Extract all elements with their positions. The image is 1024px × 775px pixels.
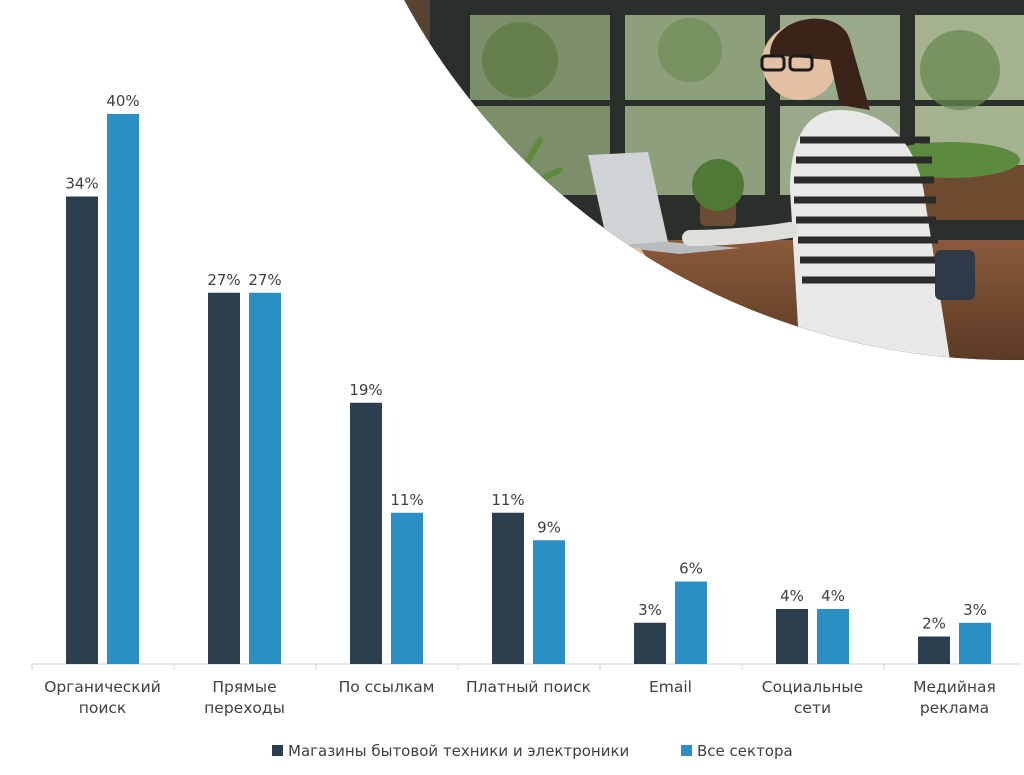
data-label: 19%	[349, 381, 382, 399]
data-label: 9%	[537, 518, 561, 536]
category-labels: Органический поиск Прямые переходы По ссылка…	[44, 678, 996, 717]
bar	[918, 636, 950, 664]
legend-swatch-series-2	[681, 745, 692, 756]
category-label: Прямые переходы	[204, 678, 285, 717]
bar	[391, 512, 423, 664]
data-label: 27%	[248, 271, 281, 289]
category-label: Социальные сети	[762, 678, 863, 717]
bar	[817, 609, 849, 664]
value-labels: 34% 40% 27% 27% 19% 11% 11% 9% 3% 6% 4% 4% 2% 3%	[65, 92, 987, 633]
data-label: 27%	[207, 271, 240, 289]
category-label: Медийная реклама	[913, 678, 996, 717]
data-label: 4%	[780, 587, 804, 605]
data-label: 2%	[922, 615, 946, 633]
legend: Магазины бытовой техники и электроники В…	[272, 742, 793, 760]
bar	[959, 622, 991, 664]
bar	[634, 622, 666, 664]
bar	[492, 512, 524, 664]
x-axis-ticks	[31, 664, 885, 670]
data-label: 3%	[638, 601, 662, 619]
bar	[675, 581, 707, 664]
category-label: Платный поиск	[466, 678, 591, 696]
bars	[66, 114, 991, 664]
bar	[107, 114, 139, 664]
woman-laptop-photo	[320, 0, 1024, 360]
legend-label-series-1: Магазины бытовой техники и электроники	[288, 742, 629, 760]
data-label: 11%	[390, 491, 423, 509]
data-label: 4%	[821, 587, 845, 605]
data-label: 34%	[65, 175, 98, 193]
category-label: По ссылкам	[339, 678, 435, 696]
bar	[66, 196, 98, 664]
data-label: 6%	[679, 560, 703, 578]
bar	[350, 402, 382, 664]
legend-label-series-2: Все сектора	[697, 742, 793, 760]
bar	[208, 292, 240, 664]
category-label: Органический поиск	[44, 678, 161, 717]
bar	[533, 540, 565, 664]
data-label: 40%	[106, 92, 139, 110]
bar	[249, 292, 281, 664]
data-label: 11%	[491, 491, 524, 509]
data-label: 3%	[963, 601, 987, 619]
bar	[776, 609, 808, 664]
category-label: Email	[649, 678, 692, 696]
legend-swatch-series-1	[272, 745, 283, 756]
